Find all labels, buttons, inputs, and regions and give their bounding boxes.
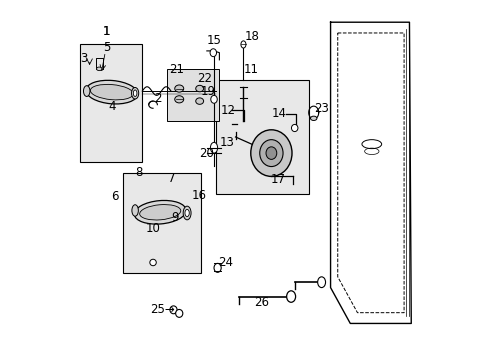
Text: 17: 17 xyxy=(270,173,285,186)
Text: 16: 16 xyxy=(191,189,206,202)
Ellipse shape xyxy=(259,140,283,167)
Bar xyxy=(80,44,142,162)
Ellipse shape xyxy=(210,95,217,103)
Ellipse shape xyxy=(169,306,177,314)
Ellipse shape xyxy=(250,130,291,176)
Ellipse shape xyxy=(131,87,139,99)
Bar xyxy=(167,69,219,121)
Text: 25→: 25→ xyxy=(149,303,174,316)
Ellipse shape xyxy=(210,142,217,153)
Ellipse shape xyxy=(195,85,203,92)
Text: 21: 21 xyxy=(168,63,183,76)
Ellipse shape xyxy=(214,264,221,273)
Text: 20: 20 xyxy=(198,147,213,159)
Ellipse shape xyxy=(184,210,189,217)
Text: 6: 6 xyxy=(111,190,118,203)
Ellipse shape xyxy=(265,147,276,159)
Text: 10: 10 xyxy=(145,222,160,235)
Text: 7: 7 xyxy=(167,172,175,185)
Ellipse shape xyxy=(241,41,245,48)
Text: 24: 24 xyxy=(218,256,232,269)
Text: 1: 1 xyxy=(102,25,110,38)
Text: 12: 12 xyxy=(221,104,235,117)
Text: 9: 9 xyxy=(170,211,178,224)
Text: 4: 4 xyxy=(108,100,115,113)
Ellipse shape xyxy=(140,204,181,220)
Bar xyxy=(122,173,201,273)
Text: 19: 19 xyxy=(201,85,216,98)
Ellipse shape xyxy=(317,277,325,288)
Ellipse shape xyxy=(286,291,295,302)
Ellipse shape xyxy=(210,49,216,57)
Ellipse shape xyxy=(183,206,191,220)
Ellipse shape xyxy=(291,125,297,132)
Bar xyxy=(215,80,308,194)
Ellipse shape xyxy=(195,98,203,104)
Ellipse shape xyxy=(96,67,102,71)
Ellipse shape xyxy=(132,205,138,216)
Text: 11: 11 xyxy=(243,63,258,76)
Ellipse shape xyxy=(174,85,183,92)
Ellipse shape xyxy=(90,84,133,100)
Ellipse shape xyxy=(133,90,137,96)
Text: 8: 8 xyxy=(136,166,143,179)
Ellipse shape xyxy=(310,116,316,121)
Ellipse shape xyxy=(83,86,90,96)
Text: 3: 3 xyxy=(80,51,87,64)
Text: 5: 5 xyxy=(102,41,110,54)
Text: 23: 23 xyxy=(313,102,328,115)
Ellipse shape xyxy=(174,96,183,103)
Text: 26: 26 xyxy=(254,296,269,309)
Text: 22: 22 xyxy=(197,72,212,85)
Ellipse shape xyxy=(149,259,156,266)
Text: 2: 2 xyxy=(154,92,161,105)
Text: 1: 1 xyxy=(102,25,110,38)
Text: 15: 15 xyxy=(206,34,221,48)
Ellipse shape xyxy=(175,310,183,318)
Ellipse shape xyxy=(86,80,138,104)
Ellipse shape xyxy=(134,201,186,224)
Text: 13: 13 xyxy=(220,136,234,149)
Text: 18: 18 xyxy=(244,30,259,43)
Text: 14: 14 xyxy=(272,107,286,120)
